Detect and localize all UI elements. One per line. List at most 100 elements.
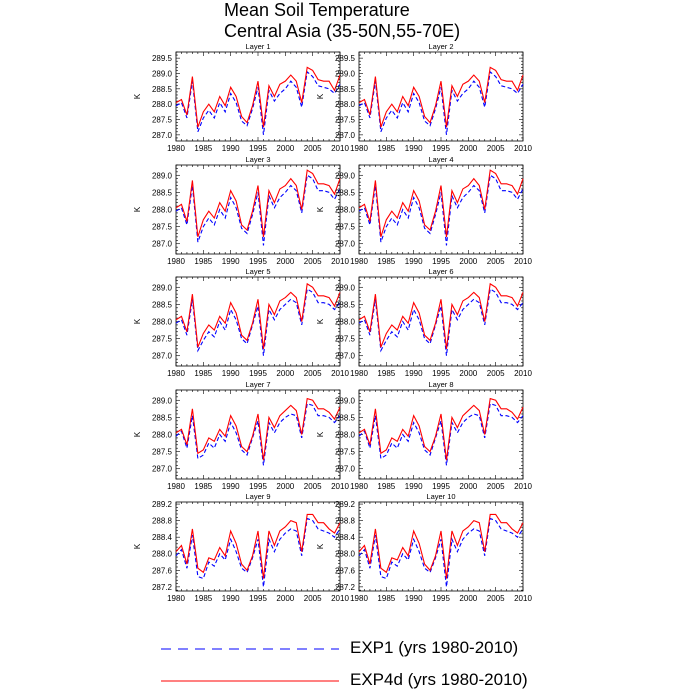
y-tick-label: 288.5 (152, 85, 173, 94)
panel-title: Layer 3 (245, 155, 270, 164)
series-line-exp4d (358, 66, 524, 128)
y-tick-label: 287.0 (335, 465, 356, 474)
y-tick-label: 289.0 (152, 171, 173, 180)
x-tick-label: 1990 (405, 594, 423, 603)
x-tick-label: 2000 (459, 144, 477, 153)
x-tick-label: 2010 (331, 482, 349, 491)
y-tick-label: 287.5 (152, 335, 173, 344)
x-tick-label: 2010 (514, 369, 532, 378)
x-tick-label: 1980 (167, 144, 185, 153)
y-tick-label: 287.0 (335, 352, 356, 361)
y-axis-label: K (316, 318, 325, 324)
y-axis-label: K (316, 431, 325, 437)
panel-layer-6: Layer 6 K 1980 1985 1990 1995 2000 2005 2010 287.… (316, 267, 532, 378)
x-tick-label: 1985 (377, 594, 395, 603)
y-tick-label: 287.0 (335, 131, 356, 140)
y-tick-label: 288.5 (152, 188, 173, 197)
x-tick-label: 1980 (350, 482, 368, 491)
x-tick-label: 2000 (459, 369, 477, 378)
y-axis-label: K (133, 543, 142, 549)
x-tick-label: 1985 (377, 482, 395, 491)
x-tick-label: 1990 (405, 369, 423, 378)
y-tick-label: 288.0 (335, 100, 356, 109)
x-tick-label: 1995 (432, 257, 450, 266)
panel-layer-8: Layer 8 K 1980 1985 1990 1995 2000 2005 2010 287.… (316, 380, 532, 491)
y-tick-label: 288.0 (152, 100, 173, 109)
x-tick-label: 2000 (276, 594, 294, 603)
y-tick-label: 289.0 (152, 69, 173, 78)
x-tick-label: 2005 (487, 257, 505, 266)
x-tick-label: 2010 (514, 594, 532, 603)
x-tick-label: 2010 (331, 144, 349, 153)
panel-layer-5: Layer 5 K 1980 1985 1990 1995 2000 2005 2010 287.… (133, 267, 349, 378)
x-tick-label: 1985 (377, 257, 395, 266)
panel-layer-4: Layer 4 K 1980 1985 1990 1995 2000 2005 2010 287.… (316, 155, 532, 266)
x-tick-label: 2010 (514, 482, 532, 491)
y-tick-label: 287.5 (152, 223, 173, 232)
title-line-1: Mean Soil Temperature (224, 0, 410, 20)
x-tick-label: 1995 (249, 369, 267, 378)
series-line-exp1 (358, 70, 524, 135)
x-tick-label: 1985 (194, 482, 212, 491)
panel-title: Layer 2 (428, 42, 453, 51)
x-tick-label: 1990 (222, 257, 240, 266)
y-tick-label: 289.0 (335, 283, 356, 292)
series-line-exp1 (358, 402, 524, 466)
y-tick-label: 289.5 (152, 54, 173, 63)
y-tick-label: 288.0 (152, 431, 173, 440)
series-line-exp4d (175, 397, 341, 461)
series-line-exp1 (358, 174, 524, 246)
x-tick-label: 2000 (276, 482, 294, 491)
x-tick-label: 1985 (194, 369, 212, 378)
y-axis-label: K (133, 318, 142, 324)
y-tick-label: 287.5 (335, 335, 356, 344)
plot-frame (358, 276, 524, 367)
y-tick-label: 288.8 (152, 517, 173, 526)
y-tick-label: 288.0 (335, 431, 356, 440)
x-tick-label: 2010 (331, 594, 349, 603)
series-line-exp4d (358, 169, 524, 238)
x-tick-label: 2000 (276, 369, 294, 378)
x-tick-label: 1985 (377, 369, 395, 378)
x-tick-label: 1990 (405, 144, 423, 153)
y-tick-label: 289.0 (152, 396, 173, 405)
y-tick-label: 288.0 (335, 318, 356, 327)
y-tick-label: 288.5 (335, 85, 356, 94)
y-tick-label: 287.5 (152, 116, 173, 125)
series-line-exp4d (175, 169, 341, 238)
y-axis-label: K (316, 543, 325, 549)
x-tick-label: 2005 (304, 369, 322, 378)
x-tick-label: 2010 (331, 257, 349, 266)
y-tick-label: 288.0 (335, 550, 356, 559)
x-tick-label: 1980 (167, 482, 185, 491)
y-tick-label: 287.0 (152, 240, 173, 249)
x-tick-label: 2005 (304, 482, 322, 491)
panel-title: Layer 7 (245, 380, 270, 389)
series-line-exp4d (358, 513, 524, 579)
y-tick-label: 287.0 (152, 465, 173, 474)
x-tick-label: 2000 (276, 144, 294, 153)
x-tick-label: 2010 (514, 144, 532, 153)
y-axis-label: K (133, 93, 142, 99)
y-tick-label: 288.5 (335, 413, 356, 422)
x-tick-label: 1995 (249, 144, 267, 153)
figure-title: Mean Soil Temperature Central Asia (35-5… (224, 0, 460, 42)
series-line-exp4d (358, 397, 524, 461)
series-line-exp4d (175, 513, 341, 579)
y-axis-label: K (133, 431, 142, 437)
series-line-exp4d (175, 282, 341, 349)
y-axis-label: K (133, 206, 142, 212)
x-tick-label: 2000 (459, 594, 477, 603)
x-tick-label: 1995 (432, 482, 450, 491)
series-line-exp1 (175, 70, 341, 135)
y-tick-label: 288.5 (335, 300, 356, 309)
x-tick-label: 1990 (222, 594, 240, 603)
y-tick-label: 289.0 (335, 69, 356, 78)
series-line-exp4d (358, 282, 524, 349)
series-line-exp1 (175, 174, 341, 246)
y-tick-label: 289.2 (335, 500, 356, 509)
y-tick-label: 287.5 (335, 223, 356, 232)
x-tick-label: 2005 (487, 482, 505, 491)
x-tick-label: 2000 (459, 257, 477, 266)
panel-title: Layer 6 (428, 267, 453, 276)
